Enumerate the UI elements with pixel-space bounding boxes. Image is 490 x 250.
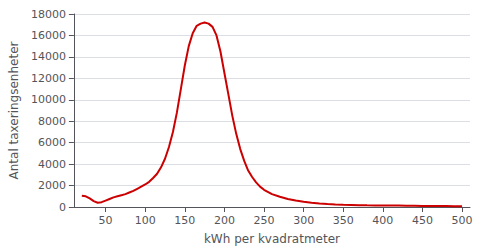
svg-text:10000: 10000 <box>31 93 66 106</box>
svg-text:250: 250 <box>254 214 275 227</box>
svg-text:kWh per kvadratmeter: kWh per kvadratmeter <box>204 232 340 246</box>
svg-text:Antal taxeringsenheter: Antal taxeringsenheter <box>7 41 21 179</box>
svg-text:0: 0 <box>59 201 66 214</box>
svg-text:350: 350 <box>333 214 354 227</box>
svg-text:2000: 2000 <box>38 179 66 192</box>
svg-text:150: 150 <box>174 214 195 227</box>
svg-text:12000: 12000 <box>31 72 66 85</box>
svg-text:200: 200 <box>214 214 235 227</box>
svg-text:8000: 8000 <box>38 115 66 128</box>
svg-text:450: 450 <box>412 214 433 227</box>
svg-text:400: 400 <box>372 214 393 227</box>
svg-text:50: 50 <box>99 214 113 227</box>
svg-text:4000: 4000 <box>38 158 66 171</box>
svg-text:6000: 6000 <box>38 136 66 149</box>
svg-text:16000: 16000 <box>31 29 66 42</box>
svg-text:100: 100 <box>135 214 156 227</box>
svg-text:300: 300 <box>293 214 314 227</box>
svg-text:500: 500 <box>452 214 473 227</box>
svg-text:18000: 18000 <box>31 8 66 21</box>
svg-text:14000: 14000 <box>31 50 66 63</box>
